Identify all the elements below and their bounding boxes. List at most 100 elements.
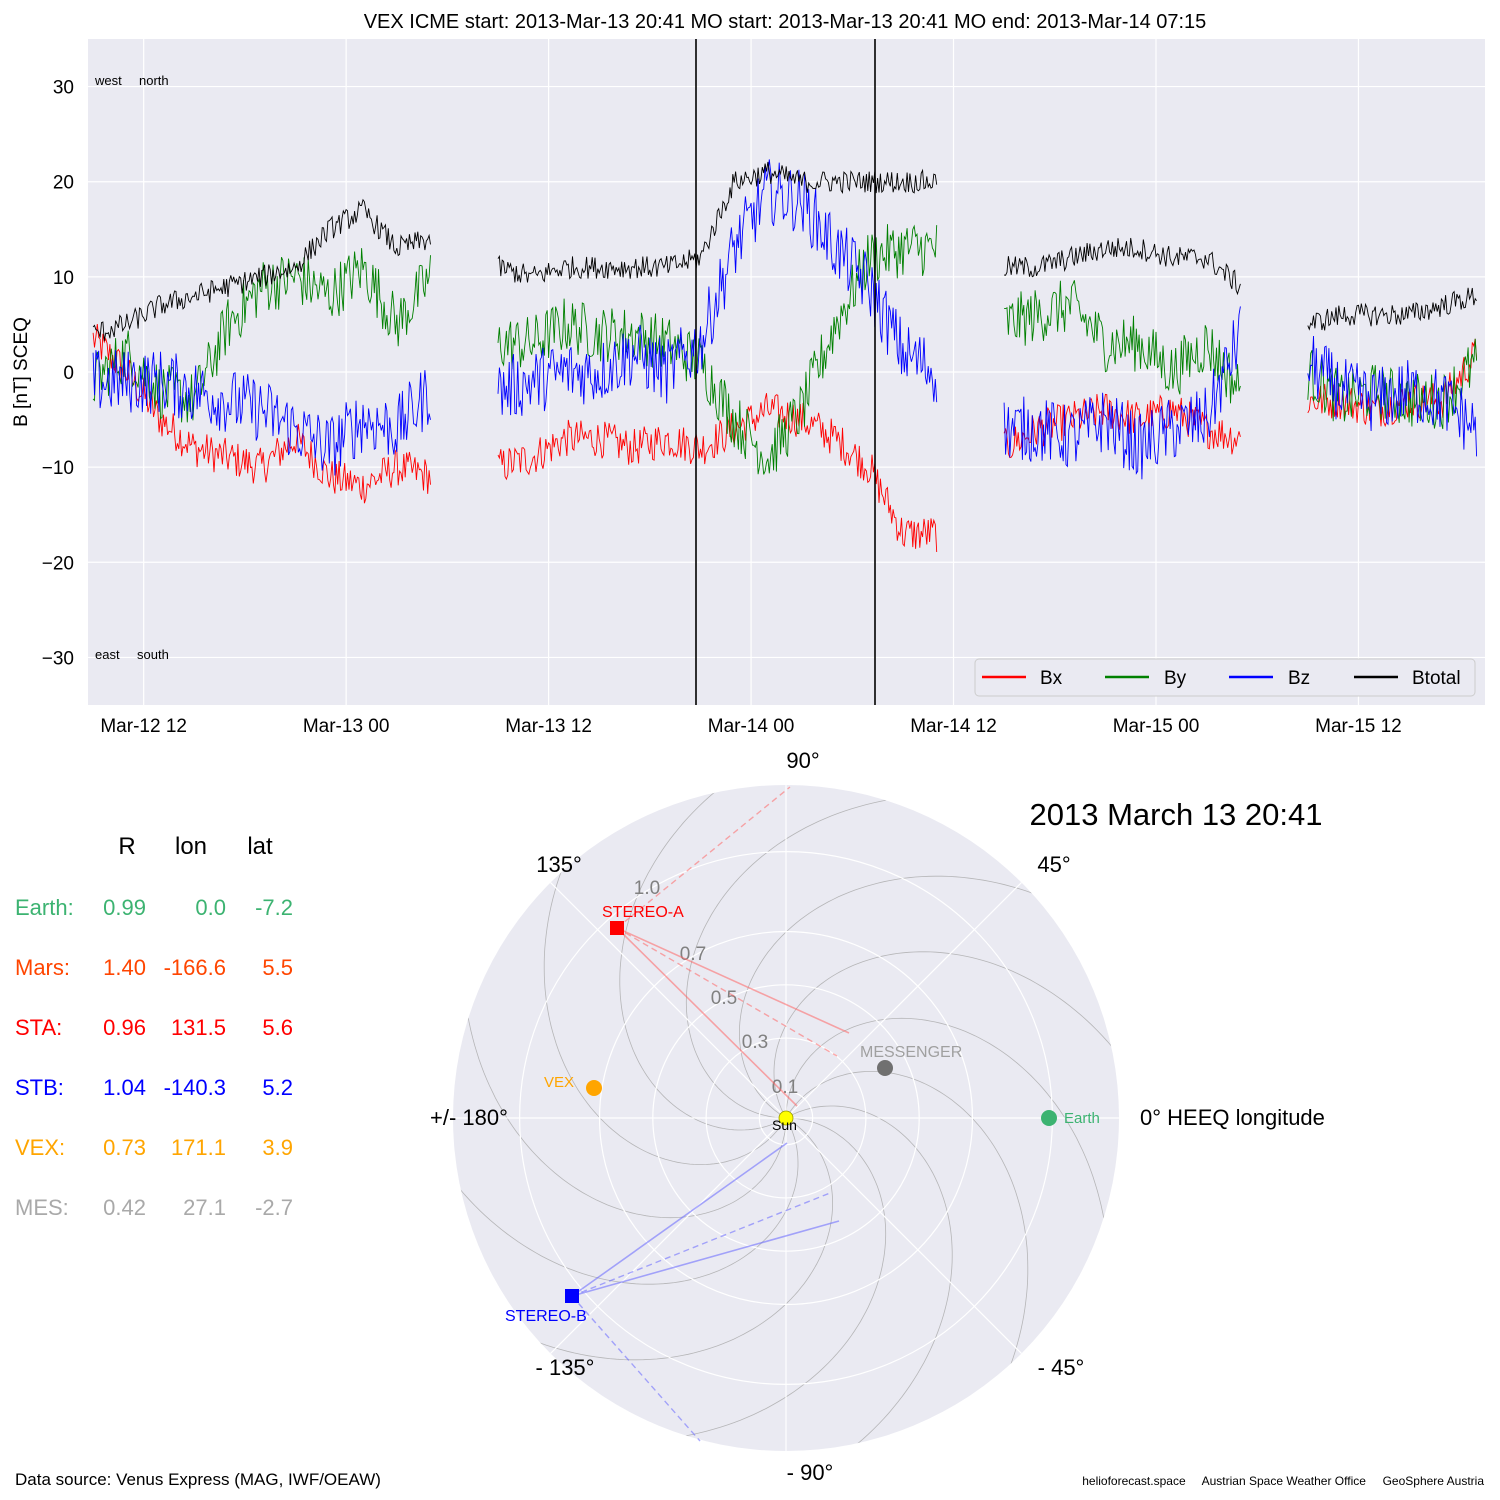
series-line-by — [92, 224, 1478, 475]
stereo-a-label: STEREO-A — [602, 904, 684, 921]
table-cell-lon: 131.5 — [171, 1015, 226, 1040]
angular-grid-line — [550, 882, 787, 1119]
stb-fov-line — [571, 1142, 788, 1297]
data-source-note: Data source: Venus Express (MAG, IWF/OEA… — [15, 1470, 381, 1489]
table-row-label: MES: — [15, 1195, 69, 1220]
stb-fov-line — [571, 1295, 701, 1442]
legend-bz-label: Bz — [1288, 668, 1310, 689]
table-cell-lat: 5.2 — [262, 1075, 293, 1100]
x-tick-label: Mar-14 12 — [910, 716, 997, 737]
sta-fov-line — [616, 786, 791, 929]
annot-east: east — [95, 647, 120, 662]
parker-spiral-line — [773, 951, 1119, 1247]
table-cell-lon: 0.0 — [195, 895, 226, 920]
x-tick-label: Mar-13 12 — [505, 716, 592, 737]
table-cell-r: 0.42 — [103, 1195, 146, 1220]
x-tick-labels: Mar-12 12 Mar-13 00 Mar-13 12 Mar-14 00 Mar-… — [100, 716, 1401, 737]
legend-btotal-label: Btotal — [1412, 668, 1461, 689]
stereo-b-label: STEREO-B — [505, 1308, 587, 1325]
table-cell-lat: -7.2 — [255, 895, 293, 920]
x-tick-label: Mar-13 00 — [303, 716, 390, 737]
table-rows: Earth: 0.99 0.0 -7.2 Mars: 1.40 -166.6 5.5 STA: 0… — [15, 895, 293, 1220]
table-cell-lat: 5.6 — [262, 1015, 293, 1040]
sun-label: Sun — [772, 1117, 797, 1133]
table-cell-lon: -140.3 — [164, 1075, 226, 1100]
stereo-b-marker — [565, 1289, 579, 1303]
angular-grid-line — [785, 1117, 1022, 1354]
y-axis-label: B [nT] SCEQ — [11, 317, 32, 427]
angle-label-135: 135° — [536, 852, 582, 877]
stb-fov-line — [571, 1192, 831, 1297]
parker-spiral-line — [619, 785, 915, 1131]
table-cell-r: 0.99 — [103, 895, 146, 920]
legend: Bx By Bz Btotal — [974, 658, 1476, 697]
x-tick-label: Mar-15 00 — [1113, 716, 1200, 737]
angle-label-0: 0° HEEQ longitude — [1140, 1105, 1325, 1130]
table-cell-lon: 27.1 — [183, 1195, 226, 1220]
annot-south: south — [137, 647, 169, 662]
polar-panel: 0.10.30.50.71.0 STEREO-A STEREO-B VEX ME… — [430, 748, 1325, 1485]
series-line-btotal — [92, 161, 1477, 341]
y-tick-labels: 30 20 10 0 −10 −20 −30 — [42, 78, 74, 670]
y-tick-label: 10 — [53, 268, 74, 289]
vex-marker — [586, 1080, 602, 1096]
earth-label: Earth — [1064, 1110, 1100, 1127]
table-row-label: STB: — [15, 1075, 64, 1100]
annot-north: north — [139, 73, 169, 88]
table-header-r: R — [118, 833, 135, 860]
table-cell-lon: -166.6 — [164, 955, 226, 980]
angle-label-90: 90° — [786, 748, 819, 773]
y-tick-label: 0 — [63, 363, 74, 384]
table-cell-lat: 3.9 — [262, 1135, 293, 1160]
credits-note: helioforecast.space Austrian Space Weath… — [1082, 1474, 1484, 1488]
x-tick-label: Mar-15 12 — [1315, 716, 1402, 737]
sta-fov-line — [616, 927, 838, 1057]
angle-label-45: 45° — [1037, 852, 1070, 877]
sun-marker — [778, 1110, 794, 1126]
sta-fov-line — [616, 927, 850, 1034]
polar-date-title: 2013 March 13 20:41 — [1030, 797, 1323, 832]
table-header-lon: lon — [175, 833, 207, 860]
table-cell-lon: 171.1 — [171, 1135, 226, 1160]
timeseries-title: VEX ICME start: 2013-Mar-13 20:41 MO sta… — [364, 11, 1207, 33]
angular-grid-line — [785, 882, 1022, 1119]
timeseries-panel: VEX ICME start: 2013-Mar-13 20:41 MO sta… — [11, 11, 1485, 737]
angle-label-180: +/- 180° — [430, 1105, 508, 1130]
table-cell-r: 0.73 — [103, 1135, 146, 1160]
messenger-marker — [877, 1060, 893, 1076]
vex-label: VEX — [544, 1074, 574, 1091]
y-tick-label: 20 — [53, 173, 74, 194]
radial-tick-label: 0.1 — [772, 1077, 798, 1098]
y-tick-label: −30 — [42, 648, 74, 669]
angle-label-minus-90: - 90° — [787, 1460, 834, 1485]
annot-west: west — [94, 73, 122, 88]
table-row-label: Mars: — [15, 955, 70, 980]
x-tick-label: Mar-14 00 — [708, 716, 795, 737]
data-lines — [92, 159, 1478, 553]
positions-table: R lon lat Earth: 0.99 0.0 -7.2 Mars: 1.40 -166… — [15, 833, 293, 1220]
legend-box — [974, 658, 1476, 697]
radial-labels: 0.10.30.50.71.0 — [634, 878, 798, 1098]
angle-label-minus-135: - 135° — [536, 1355, 595, 1380]
legend-by-label: By — [1164, 668, 1187, 689]
y-tick-label: −20 — [42, 553, 74, 574]
messenger-label: MESSENGER — [860, 1044, 962, 1061]
table-cell-r: 0.96 — [103, 1015, 146, 1040]
series-line-bx — [92, 323, 1478, 553]
series-line-bz — [92, 159, 1478, 480]
angle-label-minus-45: - 45° — [1038, 1355, 1085, 1380]
y-tick-label: −10 — [42, 458, 74, 479]
table-cell-r: 1.04 — [103, 1075, 146, 1100]
legend-bx-label: Bx — [1040, 668, 1063, 689]
table-cell-lat: -2.7 — [255, 1195, 293, 1220]
table-header-lat: lat — [247, 833, 273, 860]
x-tick-label: Mar-12 12 — [100, 716, 187, 737]
earth-marker — [1041, 1110, 1057, 1126]
table-row-label: Earth: — [15, 895, 74, 920]
parker-spiral-line — [657, 1105, 953, 1451]
stereo-a-marker — [610, 921, 624, 935]
table-row-label: STA: — [15, 1015, 62, 1040]
y-tick-label: 30 — [53, 78, 74, 99]
radial-tick-label: 1.0 — [634, 878, 660, 899]
